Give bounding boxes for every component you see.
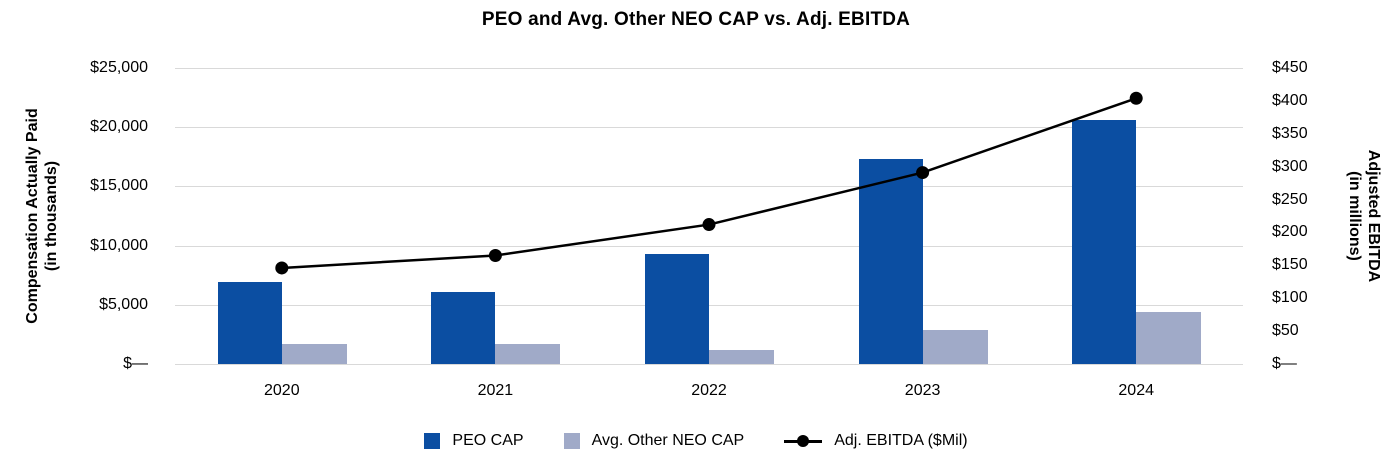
bar-neo-cap-2020 <box>281 344 347 364</box>
bar-peo-cap-2021 <box>431 291 496 364</box>
chart-title: PEO and Avg. Other NEO CAP vs. Adj. EBIT… <box>481 9 911 30</box>
y-tick-label-right: $350 <box>1272 124 1308 142</box>
gridline <box>175 68 1243 69</box>
ebitda-line <box>281 97 1137 270</box>
y-tick-label-left: $5,000 <box>99 295 148 313</box>
x-tick-label-2022: 2022 <box>691 382 727 399</box>
legend-item-avg-other-neo-cap: Avg. Other NEO CAP <box>563 432 745 450</box>
gridline <box>175 304 1243 306</box>
plot-area <box>175 68 1243 365</box>
y-tick-label-right: $100 <box>1272 289 1308 307</box>
y-tick-label-right: $300 <box>1272 157 1308 175</box>
x-tick-label-2020: 2020 <box>264 382 300 399</box>
y-tick-label-left: $25,000 <box>90 59 148 76</box>
x-tick-label-2021: 2021 <box>477 382 514 399</box>
legend-label: Avg. Other NEO CAP <box>591 432 745 449</box>
line-marker-icon <box>784 435 823 447</box>
bar-peo-cap-2023 <box>858 159 923 364</box>
gridline <box>175 364 1243 365</box>
line-point-2024 <box>1129 91 1143 105</box>
x-axis-tick-labels: 2020 2021 2022 2023 2024 <box>175 380 1243 402</box>
y-tick-label-right: $200 <box>1272 223 1308 241</box>
line-point-2023 <box>916 166 930 180</box>
y-tick-label-right: $400 <box>1272 91 1308 109</box>
y-tick-label-left: $— <box>123 355 148 372</box>
line-dot-icon <box>797 435 810 447</box>
y-tick-label-right: $250 <box>1272 190 1308 208</box>
line-point-2021 <box>488 248 502 262</box>
neo-cap-swatch-icon <box>563 433 580 449</box>
y-tick-label-left: $15,000 <box>90 177 148 195</box>
gridline <box>175 127 1243 129</box>
legend: PEO CAP Avg. Other NEO CAP Adj. EBITDA (… <box>0 428 1392 454</box>
left-axis-tick-labels: $25,000 $20,000 $15,000 $10,000 $5,000 $— <box>0 59 148 372</box>
line-point-2020 <box>275 261 289 275</box>
y-tick-label-right: $450 <box>1272 59 1308 76</box>
bar-neo-cap-2024 <box>1136 311 1202 364</box>
x-tick-label-2023: 2023 <box>904 382 941 399</box>
legend-item-peo-cap: PEO CAP <box>424 432 524 450</box>
bar-neo-cap-2023 <box>922 330 988 364</box>
peo-cap-swatch-icon <box>424 433 441 449</box>
bar-peo-cap-2024 <box>1072 120 1137 364</box>
bar-neo-cap-2021 <box>495 343 561 364</box>
ebitda-line-series <box>275 91 1143 275</box>
y-tick-label-right: $— <box>1272 355 1297 372</box>
gridline <box>175 186 1243 188</box>
gridline <box>175 245 1243 247</box>
x-tick-label-2024: 2024 <box>1118 382 1154 399</box>
bar-peo-cap-2020 <box>217 282 282 364</box>
legend-label: Adj. EBITDA ($Mil) <box>834 432 968 449</box>
legend-label: PEO CAP <box>452 432 524 449</box>
right-axis-tick-labels: $450 $400 $350 $300 $250 $200 $150 $100 $50 $— <box>1272 59 1352 372</box>
y-tick-label-left: $10,000 <box>90 236 148 254</box>
line-point-2022 <box>702 218 716 232</box>
y-tick-label-right: $50 <box>1272 322 1299 340</box>
right-axis-title-line1: Adjusted EBITDA <box>1365 149 1383 283</box>
legend-item-adj-ebitda: Adj. EBITDA ($Mil) <box>784 432 968 450</box>
y-tick-label-right: $150 <box>1272 256 1308 274</box>
bar-peo-cap-2022 <box>645 253 709 364</box>
y-tick-label-left: $20,000 <box>90 118 148 136</box>
bar-neo-cap-2022 <box>709 349 774 364</box>
